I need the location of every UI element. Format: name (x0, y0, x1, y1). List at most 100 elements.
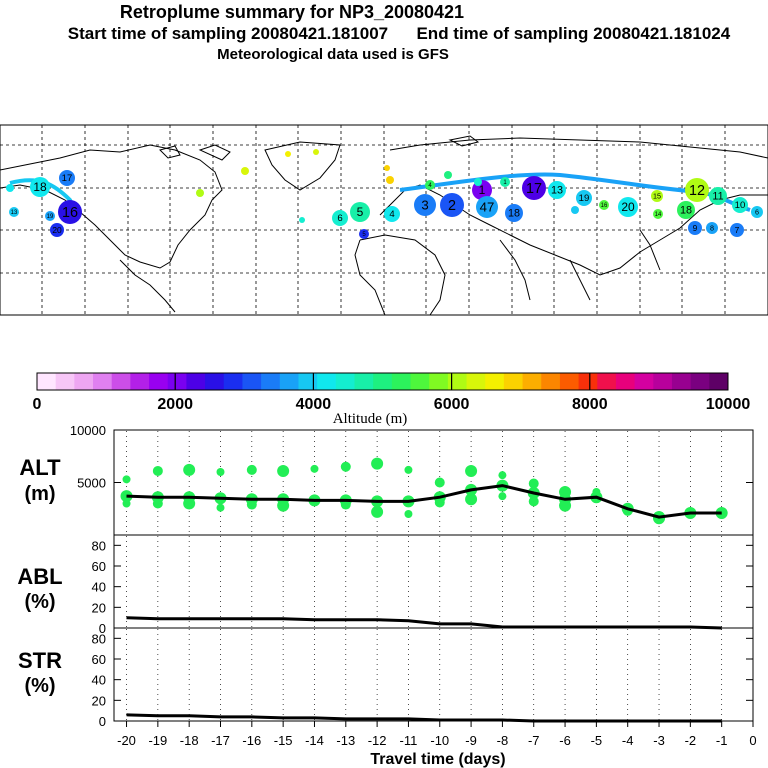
colorbar-segment (55, 373, 75, 390)
x-tick-label: -14 (305, 733, 324, 748)
map-plume-marker (359, 229, 369, 239)
colorbar-segment (223, 373, 243, 390)
altitude-cluster-point (183, 463, 196, 476)
map-plume-marker (618, 197, 638, 217)
map-marker-label: 17 (526, 181, 542, 197)
y-tick-label: 20 (92, 693, 106, 708)
met-data-note: Meteorological data used is GFS (217, 46, 449, 63)
map-marker-label: 15 (653, 191, 661, 200)
colorbar-segment (373, 373, 393, 390)
y-tick-label: 60 (92, 559, 106, 574)
colorbar-segment (690, 373, 710, 390)
colorbar-segment (597, 373, 617, 390)
x-tick-label: -8 (497, 733, 509, 748)
alt-unit: (m) (24, 483, 55, 505)
x-axis: -20 -19 -18 -17 -16 -15 -14 -13 -12 -11 -10 -9 -8 -7-… (117, 721, 757, 748)
map-marker-label: 3 (421, 197, 428, 212)
altitude-cluster-point (528, 496, 539, 507)
x-tick-label: -7 (528, 733, 540, 748)
alt-label: ALT (19, 455, 61, 480)
x-tick-label: -10 (430, 733, 449, 748)
colorbar-tick-label: 10000 (706, 396, 751, 413)
colorbar-segment (298, 373, 318, 390)
map-marker-label: 20 (621, 200, 635, 214)
map-marker-label: 1 (503, 180, 507, 186)
map-marker-label: 4 (428, 183, 432, 189)
abl-label: ABL (17, 564, 62, 589)
colorbar-tick-label: 2000 (157, 396, 193, 413)
altitude-cluster-point (434, 477, 445, 488)
y-tick-label: 40 (92, 580, 106, 595)
map-plume-marker (313, 149, 319, 155)
colorbar-segment (391, 373, 412, 390)
colorbar-segment (149, 373, 169, 390)
str-label: STR (18, 648, 62, 673)
map-plume-marker (599, 200, 609, 210)
colorbar-segment (671, 373, 692, 390)
altitude-cluster-point (528, 478, 539, 489)
colorbar-segment (429, 373, 449, 390)
x-tick-label: -16 (242, 733, 261, 748)
colorbar-segment (615, 373, 636, 390)
colorbar-segment (522, 373, 542, 390)
map-plume-marker (651, 190, 663, 202)
altitude-cluster-point (216, 468, 225, 476)
altitude-cluster-point (371, 505, 384, 518)
colorbar-segment (559, 373, 580, 390)
colorbar-segment (466, 373, 486, 390)
altitude-cluster-point (404, 510, 413, 518)
map-plume-marker (571, 206, 579, 214)
map-marker-label: 19 (579, 193, 590, 204)
map-plume-marker (688, 221, 702, 235)
map-gridlines (0, 125, 768, 315)
map-plume-marker (732, 197, 748, 213)
map-plume-marker (285, 151, 291, 157)
x-tick-label: -13 (336, 733, 355, 748)
map-marker-label: 9 (693, 223, 698, 233)
map-plume-marker (706, 222, 718, 234)
colorbar-segment (410, 373, 430, 390)
map-plume-marker (45, 211, 55, 221)
str-unit: (%) (24, 675, 55, 697)
page-title: Retroplume summary for NP3_20080421 (119, 2, 465, 22)
altitude-cluster-point (371, 457, 384, 470)
x-tick-label: -2 (685, 733, 697, 748)
colorbar-segment (335, 373, 355, 390)
x-tick-label: -4 (622, 733, 634, 748)
map-marker-label: 5 (357, 205, 364, 219)
x-tick-label: -19 (148, 733, 167, 748)
map-plume-marker (299, 217, 305, 223)
map-plume-marker (6, 184, 14, 192)
colorbar-segment (709, 373, 729, 390)
altitude-cluster-point (465, 493, 478, 506)
map-plume-marker (709, 187, 727, 205)
map-plume-marker (350, 202, 370, 222)
map-plume-marker (730, 223, 744, 237)
map-marker-label: 11 (712, 191, 723, 203)
colorbar-segment (167, 373, 187, 390)
map-marker-label: 4 (389, 209, 395, 220)
str-panel: STR (%) 80 60 40 20 0 (18, 627, 754, 729)
map-plume-marker (751, 206, 763, 218)
map-plume-marker (500, 177, 510, 187)
sampling-times: Start time of sampling 20080421.181007 E… (67, 24, 731, 43)
map-marker-label: 47 (480, 199, 495, 214)
x-tick-label: -1 (716, 733, 728, 748)
map-marker-label: 14 (655, 212, 662, 218)
map-marker-label: 13 (551, 185, 563, 197)
map-plume-marker (474, 178, 482, 186)
colorbar-segment (578, 373, 598, 390)
map-plume-marker (50, 223, 64, 237)
map-plume-marker (576, 190, 592, 206)
map-marker-label: 8 (710, 223, 714, 232)
map-plume-marker (685, 178, 709, 202)
x-tick-label: -12 (368, 733, 387, 748)
map-plume-marker (548, 181, 566, 199)
colorbar-segment (634, 373, 654, 390)
colorbar-tick-label: 0 (33, 396, 42, 413)
y-tick-label: 40 (92, 673, 106, 688)
altitude-cluster-point (246, 464, 257, 475)
colorbar-segment (93, 373, 113, 390)
